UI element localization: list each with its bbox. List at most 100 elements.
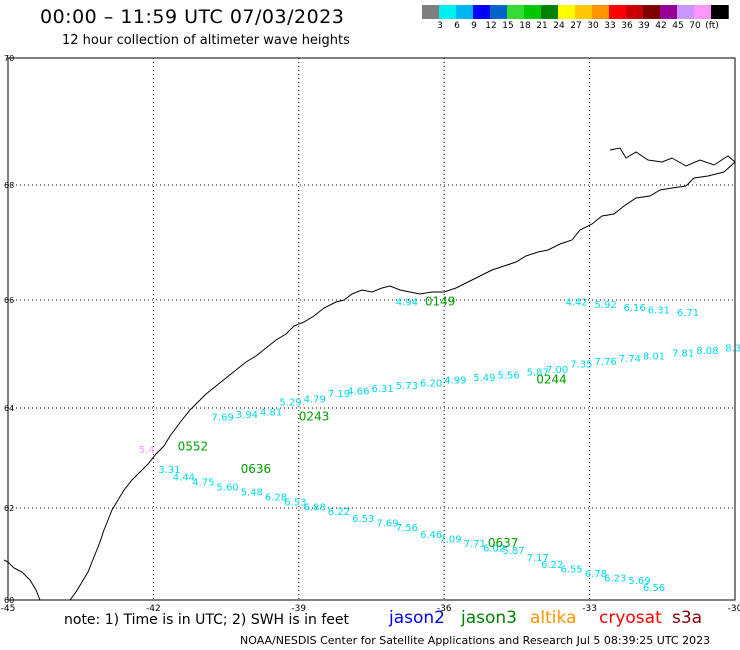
wave-height-label: 5.73 <box>396 381 418 392</box>
pass-time-label: 0244 <box>536 373 567 387</box>
track-layer: 4.9401494.425.926.166.316.718.358.087.81… <box>139 294 740 593</box>
chart-title: 00:00 – 11:59 UTC 07/03/2023 <box>40 6 345 28</box>
wave-height-label: 6.31 <box>372 384 394 395</box>
wave-height-label: 6.53 <box>284 498 306 509</box>
wave-height-label: 4.75 <box>192 478 214 489</box>
colorbar-swatch <box>711 5 729 19</box>
lon-tick-label: -45 <box>1 604 16 614</box>
colorbar-label: 42 <box>655 21 667 31</box>
colorbar-label: 9 <box>471 21 477 31</box>
wave-height-label: 6.88 <box>304 502 326 513</box>
wave-height-label: 5.69 <box>628 576 650 587</box>
lat-tick-label: 62 <box>4 504 14 513</box>
colorbar-label: 45 <box>672 21 684 31</box>
colorbar-label: 12 <box>485 21 497 31</box>
colorbar-label: 6 <box>454 21 460 31</box>
wave-height-label: 7.74 <box>619 354 641 365</box>
wave-height-label: 6.46 <box>420 530 442 541</box>
wave-height-label: 6.56 <box>643 583 665 594</box>
wave-height-label: 7.17 <box>527 553 549 564</box>
wave-height-label: 7.09 <box>439 535 461 546</box>
wave-height-label: 5.4 <box>139 445 155 456</box>
lat-tick-label: 66 <box>4 296 14 305</box>
wave-height-label: 7.69 <box>212 413 234 424</box>
satellite-name: cryosat <box>599 608 662 628</box>
colorbar-label: 30 <box>587 21 599 31</box>
wave-height-label: 4.94 <box>396 297 418 308</box>
colorbar-label: 70 <box>689 21 701 31</box>
wave-height-label: 6.31 <box>648 306 670 317</box>
wave-height-label: 6.22 <box>328 507 350 518</box>
wave-height-label: 7.71 <box>464 539 486 550</box>
colorbar-label: 36 <box>621 21 633 31</box>
wave-height-label: 7.81 <box>672 349 694 360</box>
wave-height-label: 7.19 <box>328 389 350 400</box>
pass-time-label: 0243 <box>299 410 330 424</box>
wave-height-label: 7.00 <box>546 365 568 376</box>
satellite-name: altika <box>530 608 577 628</box>
wave-height-label: 4.44 <box>173 473 195 484</box>
lon-tick-label: -42 <box>146 604 161 614</box>
wave-height-label: 5.87 <box>527 368 549 379</box>
wave-height-label: 7.35 <box>570 360 592 371</box>
lon-tick-label: -39 <box>291 604 306 614</box>
wave-height-label: 5.48 <box>241 488 263 499</box>
satellite-name: s3a <box>672 608 703 628</box>
wave-height-label: 7.56 <box>396 523 418 534</box>
wave-height-label: 8.08 <box>696 346 718 357</box>
wave-height-label: 4.99 <box>444 376 466 387</box>
colorbar-label: 33 <box>604 21 616 31</box>
lat-tick-label: 70 <box>4 54 14 63</box>
wave-height-label: 4.66 <box>347 387 369 398</box>
wave-height-label: 5.92 <box>594 300 616 311</box>
wave-height-label: 6.20 <box>420 378 442 389</box>
colorbar-label: 18 <box>519 21 531 31</box>
wave-height-label: 5.60 <box>216 483 238 494</box>
lon-tick-label: -36 <box>437 604 452 614</box>
chart-subtitle: 12 hour collection of altimeter wave hei… <box>62 33 350 48</box>
wave-height-label: 6.71 <box>677 308 699 319</box>
wave-height-label: 6.22 <box>541 560 563 571</box>
wave-height-label: 6.78 <box>585 569 607 580</box>
colorbar-label: 24 <box>553 21 565 31</box>
wave-height-label: 5.87 <box>502 546 524 557</box>
wave-height-label: 8.35 <box>725 343 740 354</box>
lat-tick-label: 64 <box>4 404 14 413</box>
wave-height-label: 6.16 <box>624 303 646 314</box>
pass-time-label: 0637 <box>488 536 519 550</box>
wave-height-label: 3.94 <box>236 410 258 421</box>
wave-height-label: 6.55 <box>561 564 583 575</box>
wave-height-label: 6.23 <box>604 574 626 585</box>
satellite-name: jason3 <box>461 608 517 628</box>
wave-height-label: 3.31 <box>158 465 180 476</box>
colorbar-label: 21 <box>536 21 548 31</box>
wave-height-label: 5.56 <box>498 370 520 381</box>
credit-line: NOAA/NESDIS Center for Satellite Applica… <box>240 634 711 647</box>
wave-height-label: 4.42 <box>565 297 587 308</box>
wave-height-label: 6.28 <box>265 493 287 504</box>
lon-tick-label: -33 <box>582 604 597 614</box>
map-frame <box>7 57 736 601</box>
wave-height-label: 4.79 <box>304 395 326 406</box>
wave-height-label: 5.49 <box>473 373 495 384</box>
pass-time-label: 0552 <box>178 440 209 454</box>
wave-height-label: 5.29 <box>279 397 301 408</box>
lat-lon-grid: -45 -42 -39 -36 -33 -30 70 68 66 64 62 60 <box>1 54 740 614</box>
lat-tick-label: 68 <box>4 181 14 190</box>
wave-height-label: 7.69 <box>376 518 398 529</box>
colorbar-label: 3 <box>437 21 443 31</box>
colorbar-label: 15 <box>502 21 514 31</box>
colorbar-label: 27 <box>570 21 582 31</box>
footnote: note: 1) Time is in UTC; 2) SWH is in fe… <box>64 612 350 628</box>
wave-height-label: 6.53 <box>352 514 374 525</box>
wave-height-label: 4.81 <box>260 408 282 419</box>
wave-height-label: 7.76 <box>594 357 616 368</box>
satellite-name: jason2 <box>389 608 445 628</box>
wave-height-label: 6.02 <box>483 544 505 555</box>
lat-tick-label: 60 <box>4 596 14 605</box>
pass-time-label: 0636 <box>241 462 272 476</box>
wave-height-label: 8.01 <box>643 351 665 362</box>
lon-tick-label: -30 <box>728 604 740 614</box>
colorbar-label: 39 <box>638 21 650 31</box>
